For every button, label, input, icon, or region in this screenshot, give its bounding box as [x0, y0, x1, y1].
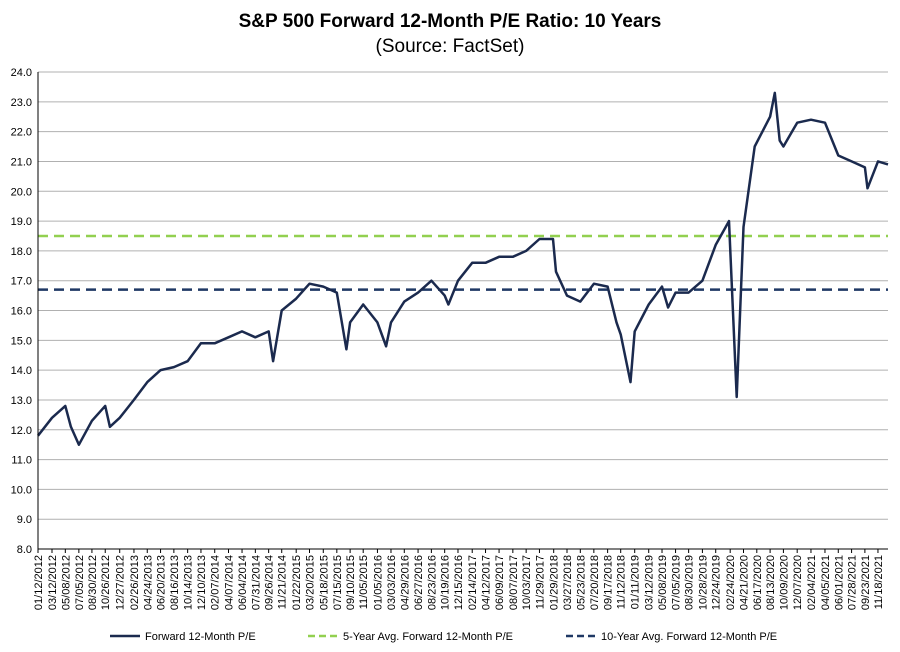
legend-item-5yr-avg: 5-Year Avg. Forward 12-Month P/E — [308, 631, 513, 643]
x-tick-label: 02/04/2021 — [806, 555, 818, 610]
x-tick-label: 08/07/2017 — [508, 555, 520, 610]
x-tick-label: 03/27/2018 — [562, 555, 574, 610]
x-tick-label: 12/15/2016 — [453, 555, 465, 610]
x-tick-label: 09/23/2021 — [860, 555, 872, 610]
x-tick-label: 04/21/2020 — [738, 555, 750, 610]
x-tick-label: 11/12/2018 — [616, 555, 628, 609]
y-tick-label: 24.0 — [11, 67, 32, 79]
y-tick-label: 22.0 — [11, 127, 32, 139]
x-tick-label: 10/14/2013 — [183, 555, 195, 610]
x-tick-label: 04/07/2014 — [223, 555, 235, 610]
x-tick-label: 09/26/2014 — [264, 555, 276, 610]
x-tick-label: 07/20/2018 — [589, 555, 601, 610]
x-tick-label: 12/27/2012 — [115, 555, 127, 610]
x-tick-label: 10/19/2016 — [440, 555, 452, 610]
x-tick-label: 08/23/2016 — [426, 555, 438, 610]
x-tick-label: 06/01/2021 — [833, 555, 845, 610]
x-tick-label: 05/08/2019 — [657, 555, 669, 610]
x-tick-label: 10/26/2012 — [100, 555, 112, 610]
x-tick-label: 04/05/2021 — [820, 555, 832, 610]
x-tick-label: 12/07/2020 — [792, 555, 804, 610]
y-tick-label: 18.0 — [11, 246, 32, 258]
x-tick-label: 08/13/2020 — [765, 555, 777, 610]
y-tick-label: 15.0 — [11, 335, 32, 347]
x-tick-label: 04/24/2013 — [142, 555, 154, 610]
x-tick-label: 10/03/2017 — [521, 555, 533, 610]
x-tick-label: 08/30/2019 — [684, 555, 696, 610]
x-tick-label: 06/27/2016 — [413, 555, 425, 610]
x-tick-label: 01/05/2016 — [372, 555, 384, 610]
x-tick-label: 11/05/2015 — [358, 555, 370, 609]
y-tick-label: 23.0 — [11, 97, 32, 109]
x-tick-label: 01/11/2019 — [630, 555, 642, 609]
x-tick-label: 02/24/2020 — [725, 555, 737, 610]
gridlines — [38, 71, 888, 550]
y-tick-label: 8.0 — [17, 544, 32, 556]
x-tick-label: 03/12/2019 — [644, 555, 656, 610]
x-tick-label: 08/16/2013 — [169, 555, 181, 610]
legend-label-forward-pe: Forward 12-Month P/E — [145, 631, 256, 643]
y-tick-label: 10.0 — [11, 484, 32, 496]
y-tick-label: 9.0 — [17, 514, 32, 526]
x-tick-label: 04/12/2017 — [481, 555, 493, 610]
x-tick-label: 12/10/2013 — [196, 555, 208, 610]
x-tick-label: 07/28/2021 — [847, 555, 859, 610]
forward-pe-line — [37, 91, 889, 446]
x-tick-label: 05/23/2018 — [575, 555, 587, 610]
x-tick-label: 08/30/2012 — [87, 555, 99, 610]
y-tick-label: 21.0 — [11, 156, 32, 168]
x-tick-label: 07/05/2019 — [671, 555, 683, 610]
chart-title: S&P 500 Forward 12-Month P/E Ratio: 10 Y… — [239, 11, 662, 32]
x-tick-label: 05/08/2012 — [60, 555, 72, 610]
x-tick-label: 09/17/2018 — [603, 555, 615, 610]
legend-item-10yr-avg: 10-Year Avg. Forward 12-Month P/E — [566, 631, 777, 643]
x-tick-label: 02/07/2014 — [210, 555, 222, 610]
x-tick-label: 06/09/2017 — [494, 555, 506, 610]
x-tick-label: 02/26/2013 — [129, 555, 141, 610]
legend-item-forward-pe: Forward 12-Month P/E — [110, 631, 256, 643]
pe-series — [37, 91, 889, 446]
x-tick-label: 07/15/2015 — [332, 555, 344, 610]
legend-label-5yr-avg: 5-Year Avg. Forward 12-Month P/E — [343, 631, 513, 643]
x-tick-label: 03/12/2012 — [47, 555, 59, 610]
x-tick-label: 10/28/2019 — [697, 555, 709, 610]
x-tick-label: 03/20/2015 — [305, 555, 317, 610]
x-tick-label: 10/09/2020 — [778, 555, 790, 610]
legend-label-10yr-avg: 10-Year Avg. Forward 12-Month P/E — [601, 631, 777, 643]
x-tick-label: 11/21/2014 — [277, 555, 289, 609]
x-tick-label: 07/31/2014 — [250, 555, 262, 610]
reference-lines — [38, 234, 888, 291]
y-tick-label: 14.0 — [11, 365, 32, 377]
y-tick-label: 16.0 — [11, 306, 32, 318]
y-tick-label: 13.0 — [11, 395, 32, 407]
x-tick-label: 11/18/2021 — [873, 555, 885, 609]
y-tick-label: 19.0 — [11, 216, 32, 228]
x-tick-label: 09/10/2015 — [345, 555, 357, 610]
x-tick-label: 05/18/2015 — [318, 555, 330, 610]
legend: Forward 12-Month P/E 5-Year Avg. Forward… — [110, 631, 777, 643]
x-tick-label: 01/12/2012 — [33, 555, 45, 610]
y-tick-label: 20.0 — [11, 186, 32, 198]
x-tick-label: 04/29/2016 — [399, 555, 411, 610]
chart-subtitle: (Source: FactSet) — [376, 36, 525, 57]
x-tick-label: 03/03/2016 — [386, 555, 398, 610]
y-tick-label: 17.0 — [11, 276, 32, 288]
y-axis-labels: 8.0 9.0 10.0 11.0 12.0 13.0 14.0 15.0 16.0 17.0 18… — [11, 67, 32, 556]
x-tick-label: 11/29/2017 — [534, 555, 546, 609]
x-tick-label: 02/14/2017 — [467, 555, 479, 610]
x-tick-label: 01/22/2015 — [291, 555, 303, 610]
x-tick-label: 06/20/2013 — [156, 555, 168, 610]
x-tick-label: 12/24/2019 — [711, 555, 723, 610]
y-tick-label: 12.0 — [11, 425, 32, 437]
y-tick-label: 11.0 — [11, 455, 32, 467]
x-axis-ticks — [37, 549, 879, 553]
x-tick-label: 06/04/2014 — [237, 555, 249, 610]
x-tick-label: 06/17/2020 — [752, 555, 764, 610]
x-tick-label: 07/05/2012 — [74, 555, 86, 610]
x-axis-labels: 01/12/2012 03/12/2012 05/08/2012 07/05/2012… — [33, 555, 885, 610]
x-tick-label: 01/29/2018 — [549, 555, 561, 610]
